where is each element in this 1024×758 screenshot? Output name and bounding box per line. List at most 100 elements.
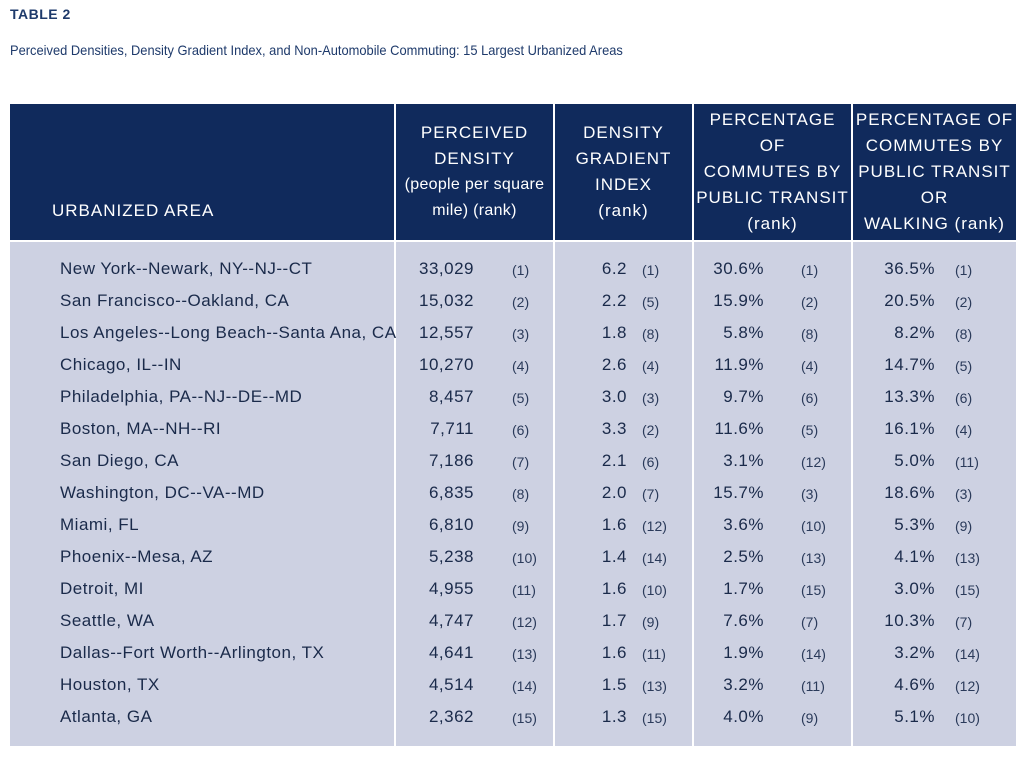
transit-value: 15.7% <box>713 483 764 502</box>
walking-rank: (8) <box>955 326 973 342</box>
table-row-density: 12,557 (3) <box>396 318 553 350</box>
table-row-gradient: 1.4 (14) <box>555 542 692 574</box>
table-row-gradient: 2.0 (7) <box>555 478 692 510</box>
walking-value: 10.3% <box>884 611 935 630</box>
gradient-rank: (4) <box>642 358 660 374</box>
walking-rank: (12) <box>955 678 980 694</box>
gradient-value: 1.3 <box>601 707 627 726</box>
table-row-density: 6,810 (9) <box>396 510 553 542</box>
transit-rank: (5) <box>801 422 819 438</box>
transit-rank: (15) <box>801 582 826 598</box>
table-row-walking: 3.2% (14) <box>853 638 1016 670</box>
gradient-rank: (8) <box>642 326 660 342</box>
area-name: Miami, FL <box>60 515 140 534</box>
density-rank: (7) <box>512 454 530 470</box>
walking-value: 36.5% <box>884 259 935 278</box>
gradient-value: 3.0 <box>601 387 627 406</box>
walking-value: 5.0% <box>894 451 935 470</box>
table-row-density: 7,186 (7) <box>396 446 553 478</box>
table-row-gradient: 2.2 (5) <box>555 286 692 318</box>
column-transit-or-walking: PERCENTAGE OF COMMUTES BY PUBLIC TRANSIT… <box>853 104 1016 746</box>
density-rank: (14) <box>512 678 537 694</box>
density-value: 7,711 <box>430 419 474 438</box>
transit-value: 4.0% <box>723 707 764 726</box>
walking-value: 16.1% <box>884 419 935 438</box>
gradient-value: 1.8 <box>601 323 627 342</box>
table-row-density: 4,514 (14) <box>396 670 553 702</box>
density-rank: (3) <box>512 326 530 342</box>
transit-rank: (4) <box>801 358 819 374</box>
gradient-rank: (9) <box>642 614 660 630</box>
table-row-gradient: 3.3 (2) <box>555 414 692 446</box>
density-rank: (4) <box>512 358 530 374</box>
density-rank: (5) <box>512 390 530 406</box>
gradient-value: 1.6 <box>601 643 627 662</box>
transit-value: 11.9% <box>714 355 764 374</box>
density-value: 4,955 <box>428 579 474 598</box>
table-row-density: 6,835 (8) <box>396 478 553 510</box>
density-rank: (13) <box>512 646 537 662</box>
table-caption: Perceived Densities, Density Gradient In… <box>10 42 623 58</box>
density-value: 7,186 <box>428 451 474 470</box>
table-row-transit: 15.7% (3) <box>694 478 851 510</box>
area-name: Philadelphia, PA--NJ--DE--MD <box>60 387 303 406</box>
table-row-walking: 10.3% (7) <box>853 606 1016 638</box>
area-name: San Diego, CA <box>60 451 179 470</box>
gradient-rank: (7) <box>642 486 660 502</box>
gradient-rank: (5) <box>642 294 660 310</box>
header-perceived-density: PERCEIVED DENSITY (people per square mil… <box>396 104 553 240</box>
data-table: URBANIZED AREA New York--Newark, NY--NJ-… <box>10 104 1016 746</box>
table-label: TABLE 2 <box>10 6 71 22</box>
table-row-gradient: 1.6 (11) <box>555 638 692 670</box>
gradient-value: 2.0 <box>601 483 627 502</box>
walking-value: 14.7% <box>884 355 935 374</box>
density-rank: (11) <box>512 582 536 598</box>
table-row-walking: 5.1% (10) <box>853 702 1016 734</box>
table-row-transit: 7.6% (7) <box>694 606 851 638</box>
gradient-value: 1.6 <box>601 579 627 598</box>
table-row-walking: 13.3% (6) <box>853 382 1016 414</box>
table-row-transit: 9.7% (6) <box>694 382 851 414</box>
transit-rank: (11) <box>801 678 825 694</box>
walking-rank: (4) <box>955 422 973 438</box>
walking-value: 3.0% <box>894 579 935 598</box>
area-name: Dallas--Fort Worth--Arlington, TX <box>60 643 325 662</box>
transit-value: 11.6% <box>714 419 764 438</box>
table-row-walking: 36.5% (1) <box>853 254 1016 286</box>
transit-value: 7.6% <box>723 611 764 630</box>
table-row-gradient: 1.5 (13) <box>555 670 692 702</box>
table-row: San Diego, CA <box>10 446 394 478</box>
density-value: 4,747 <box>428 611 474 630</box>
table-row: New York--Newark, NY--NJ--CT <box>10 254 394 286</box>
density-value: 10,270 <box>419 355 474 374</box>
table-row-transit: 2.5% (13) <box>694 542 851 574</box>
transit-rank: (13) <box>801 550 826 566</box>
gradient-rank: (3) <box>642 390 660 406</box>
table-row-transit: 11.9% (4) <box>694 350 851 382</box>
header-public-transit-label: PERCENTAGE OF COMMUTES BY PUBLIC TRANSIT… <box>696 110 849 233</box>
column-urbanized-area: URBANIZED AREA New York--Newark, NY--NJ-… <box>10 104 396 746</box>
walking-rank: (6) <box>955 390 973 406</box>
table-row-transit: 30.6% (1) <box>694 254 851 286</box>
table-row-transit: 3.6% (10) <box>694 510 851 542</box>
header-perceived-density-sublabel: (people per square mile) (rank) <box>404 176 545 219</box>
header-urbanized-area-label: URBANIZED AREA <box>52 201 215 220</box>
table-row: Houston, TX <box>10 670 394 702</box>
walking-value: 4.6% <box>894 675 935 694</box>
table-row: Chicago, IL--IN <box>10 350 394 382</box>
table-row-gradient: 1.8 (8) <box>555 318 692 350</box>
area-name: Washington, DC--VA--MD <box>60 483 265 502</box>
table-row-transit: 11.6% (5) <box>694 414 851 446</box>
transit-rank: (10) <box>801 518 826 534</box>
density-rank: (15) <box>512 710 537 726</box>
walking-rank: (1) <box>955 262 973 278</box>
transit-value: 1.9% <box>723 643 764 662</box>
transit-rank: (9) <box>801 710 819 726</box>
transit-value: 3.1% <box>723 451 764 470</box>
transit-rank: (7) <box>801 614 819 630</box>
table-row-density: 7,711 (6) <box>396 414 553 446</box>
transit-value: 2.5% <box>723 547 764 566</box>
table-row: San Francisco--Oakland, CA <box>10 286 394 318</box>
gradient-value: 6.2 <box>601 259 627 278</box>
walking-value: 5.3% <box>894 515 935 534</box>
